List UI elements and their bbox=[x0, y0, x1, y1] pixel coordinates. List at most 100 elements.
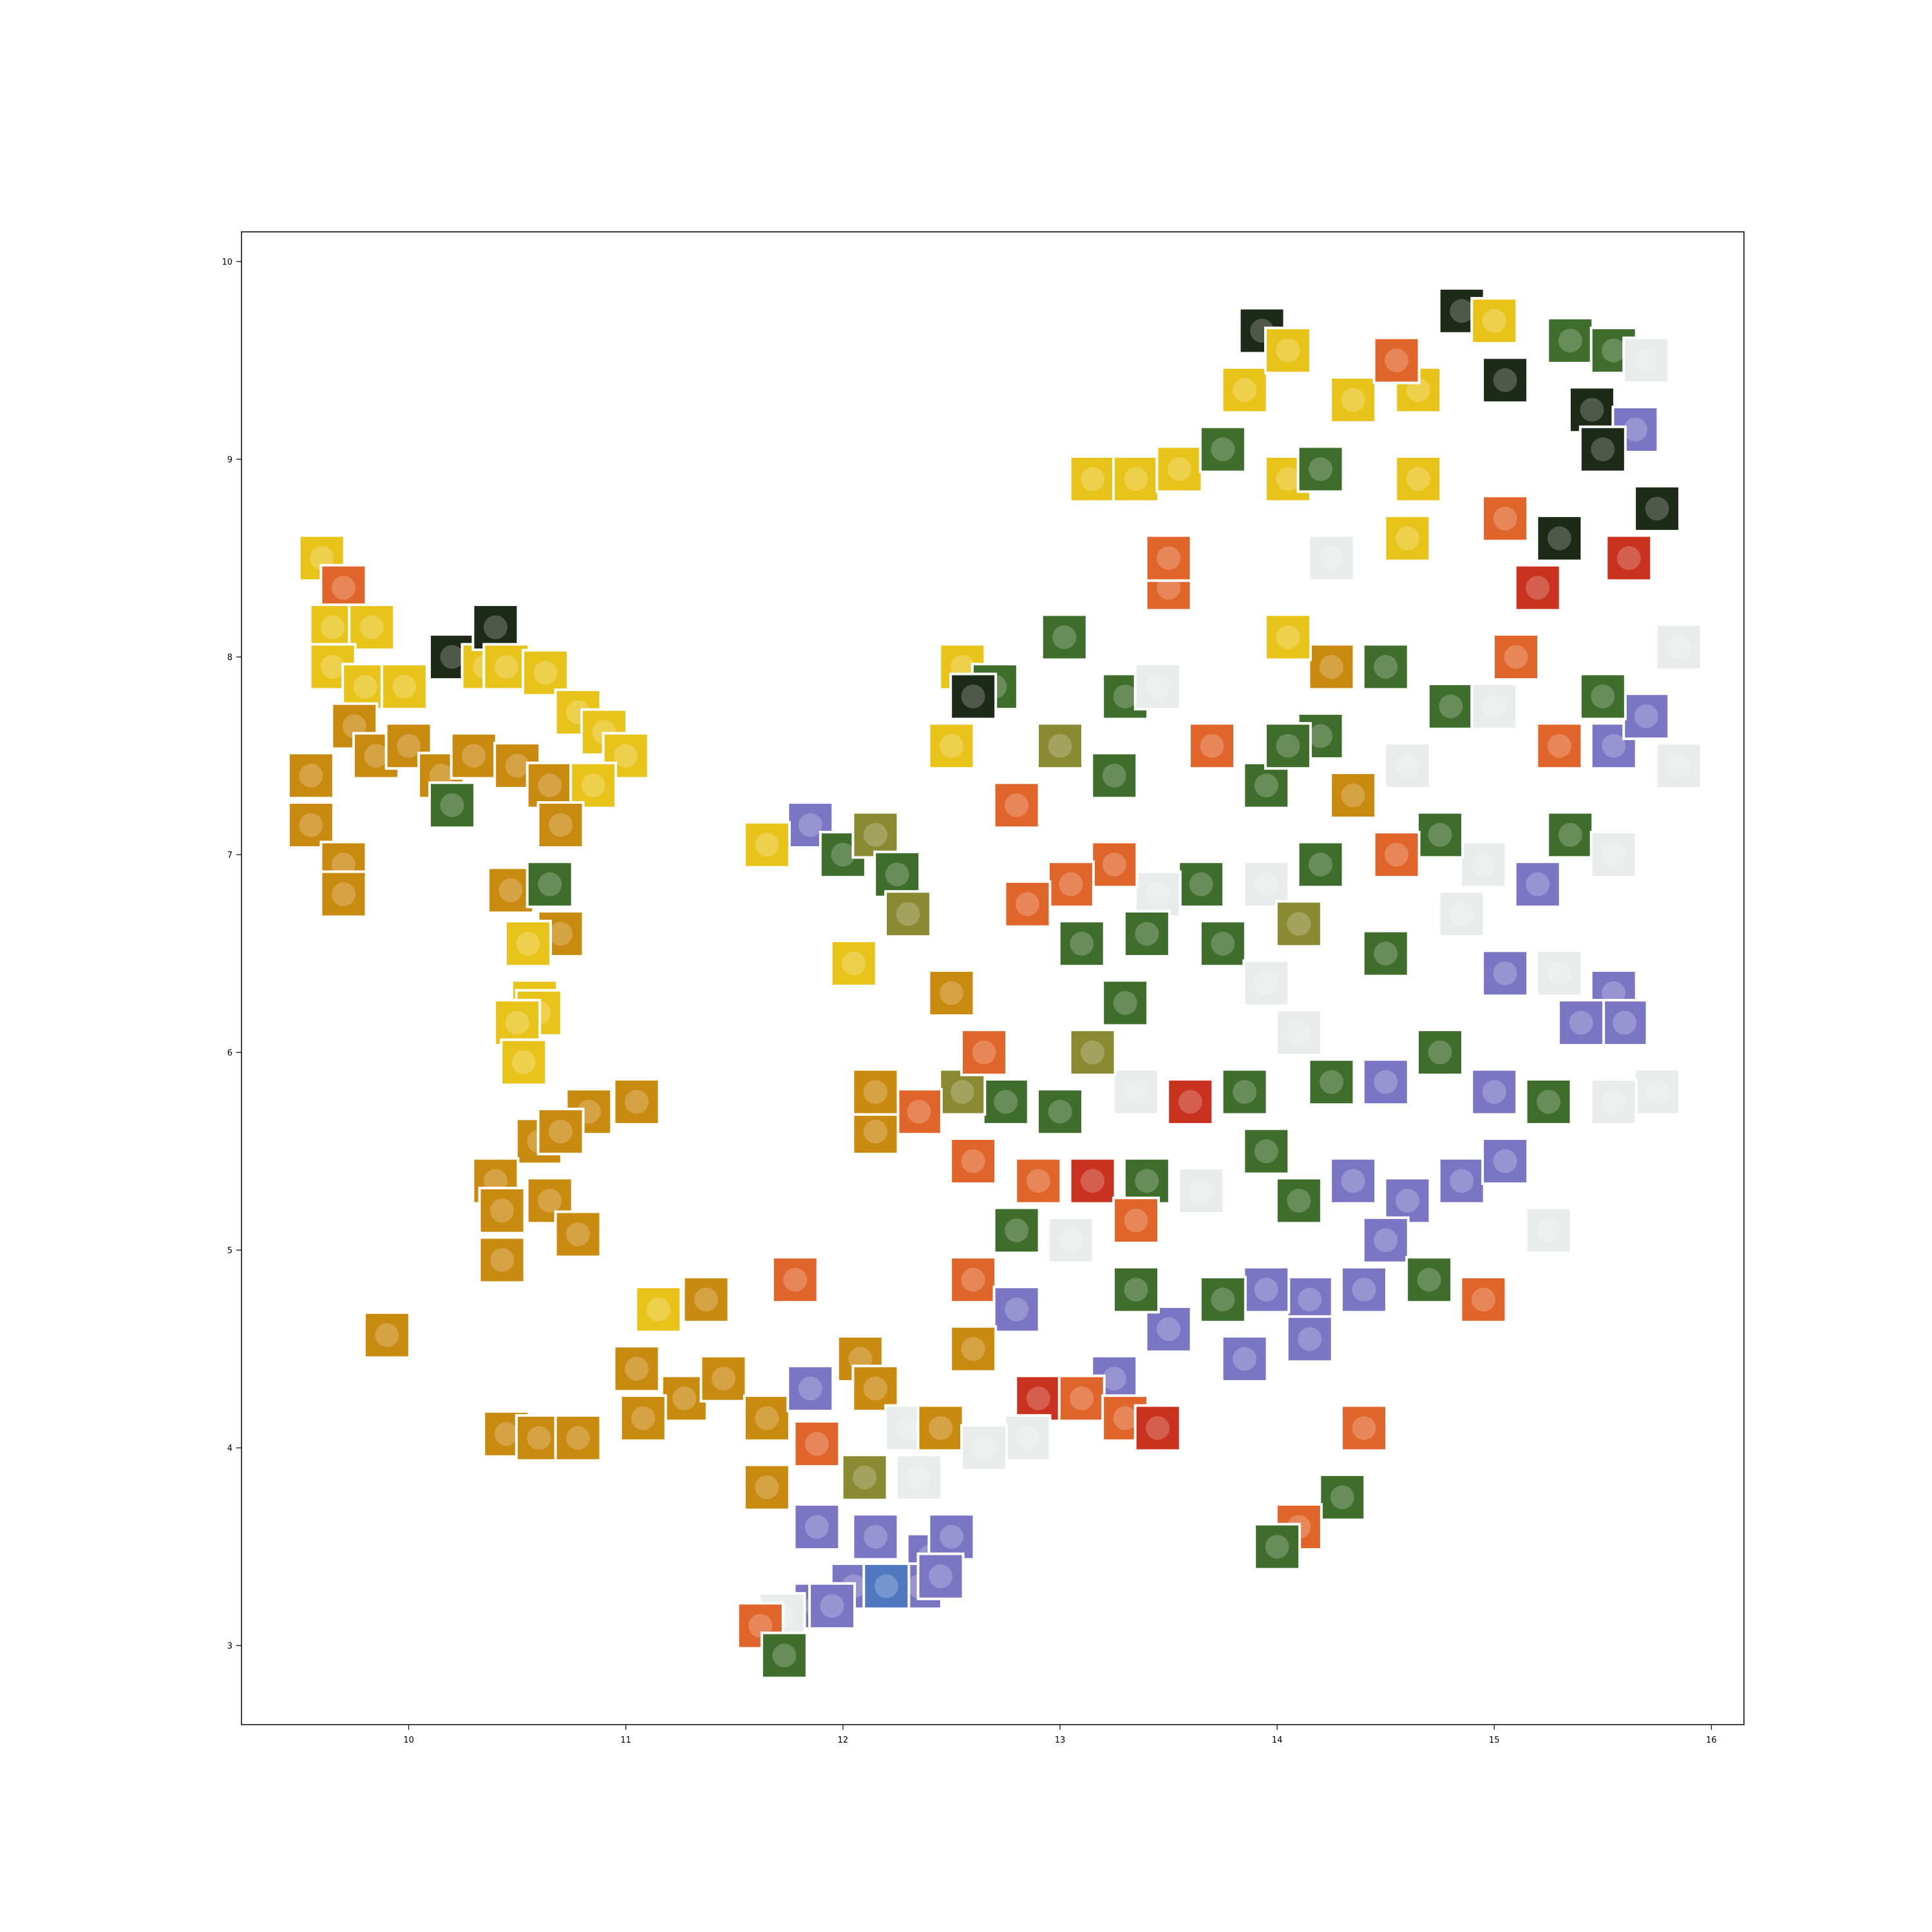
image-point bbox=[1340, 1265, 1388, 1314]
image-point bbox=[634, 1285, 683, 1334]
image-point bbox=[1600, 999, 1649, 1047]
image-point bbox=[1329, 375, 1378, 424]
image-point bbox=[1459, 1275, 1508, 1323]
image-point bbox=[1426, 682, 1475, 730]
image-point bbox=[1394, 455, 1443, 503]
image-point bbox=[743, 1463, 791, 1511]
image-point bbox=[287, 752, 335, 800]
image-point bbox=[1578, 672, 1627, 721]
image-point bbox=[1318, 1473, 1367, 1521]
image-point bbox=[1122, 909, 1171, 958]
image-point bbox=[840, 1454, 889, 1502]
x-tick-label: 15 bbox=[1489, 1736, 1500, 1745]
image-point bbox=[1470, 1068, 1519, 1116]
y-tick-label: 6 bbox=[227, 1048, 232, 1058]
image-point bbox=[380, 663, 428, 711]
image-point bbox=[1220, 1335, 1269, 1383]
image-point bbox=[1372, 831, 1421, 879]
image-point bbox=[1296, 840, 1345, 889]
image-point bbox=[949, 1137, 998, 1185]
x-tick-label: 11 bbox=[620, 1736, 631, 1745]
y-tick-label: 10 bbox=[222, 258, 232, 267]
image-point bbox=[786, 1365, 835, 1413]
image-point bbox=[287, 801, 335, 849]
x-tick-label: 12 bbox=[838, 1736, 849, 1745]
image-point bbox=[981, 1077, 1030, 1126]
image-point bbox=[1416, 811, 1464, 859]
image-point bbox=[478, 1186, 526, 1235]
image-point bbox=[682, 1275, 730, 1323]
image-point bbox=[992, 781, 1041, 829]
image-point bbox=[1112, 1068, 1160, 1116]
image-point bbox=[1046, 860, 1095, 909]
image-point bbox=[1003, 1414, 1052, 1462]
image-point bbox=[478, 1236, 526, 1284]
image-point bbox=[1166, 1077, 1215, 1126]
image-point bbox=[1513, 564, 1562, 612]
image-point bbox=[1046, 1216, 1095, 1264]
image-point bbox=[1242, 1127, 1291, 1175]
image-point bbox=[1264, 722, 1312, 770]
image-point bbox=[1003, 880, 1052, 928]
y-tick-label: 7 bbox=[227, 851, 232, 860]
image-point bbox=[992, 1285, 1041, 1334]
image-point bbox=[895, 1454, 943, 1502]
image-point bbox=[515, 1414, 563, 1462]
image-point bbox=[1274, 1177, 1323, 1225]
image-point bbox=[536, 801, 585, 849]
image-point bbox=[743, 820, 791, 869]
image-point bbox=[1133, 1404, 1182, 1452]
image-point bbox=[1605, 534, 1653, 582]
image-point bbox=[1535, 949, 1584, 998]
image-point bbox=[949, 1325, 998, 1373]
image-point bbox=[1383, 741, 1432, 790]
image-point bbox=[1090, 752, 1139, 800]
image-point bbox=[1622, 692, 1671, 741]
image-point bbox=[1198, 425, 1247, 473]
image-point bbox=[743, 1394, 791, 1443]
image-point bbox=[1177, 1167, 1226, 1215]
image-point bbox=[1101, 979, 1150, 1027]
image-point bbox=[1589, 831, 1638, 879]
image-point bbox=[1416, 1028, 1464, 1077]
image-point bbox=[884, 890, 933, 938]
image-point bbox=[521, 649, 569, 697]
x-tick-label: 14 bbox=[1272, 1736, 1283, 1745]
image-point bbox=[1340, 1404, 1388, 1452]
image-point bbox=[1361, 1058, 1410, 1106]
image-point bbox=[1470, 682, 1519, 730]
image-point bbox=[1198, 1275, 1247, 1323]
image-point bbox=[927, 722, 976, 770]
image-point bbox=[554, 1414, 602, 1462]
image-point bbox=[500, 1038, 548, 1086]
image-point bbox=[1524, 1206, 1573, 1255]
image-point bbox=[1524, 1077, 1573, 1126]
image-point bbox=[612, 1345, 661, 1393]
image-point bbox=[1274, 900, 1323, 948]
image-point bbox=[1274, 1009, 1323, 1057]
image-point bbox=[699, 1354, 748, 1403]
image-point bbox=[298, 534, 346, 582]
image-point bbox=[862, 1562, 911, 1611]
image-point bbox=[1654, 741, 1703, 790]
image-point bbox=[526, 860, 574, 909]
image-point bbox=[829, 939, 878, 987]
image-point bbox=[1307, 643, 1356, 691]
image-point bbox=[1361, 1216, 1410, 1264]
image-point bbox=[1633, 484, 1681, 533]
image-point bbox=[1513, 860, 1562, 909]
image-point bbox=[1633, 1068, 1681, 1116]
image-point bbox=[1068, 455, 1117, 503]
image-point bbox=[1036, 1088, 1084, 1136]
image-point bbox=[1307, 534, 1356, 582]
image-point bbox=[1372, 336, 1421, 384]
image-point bbox=[1307, 1058, 1356, 1106]
image-point bbox=[428, 781, 477, 829]
image-point bbox=[1242, 1265, 1291, 1314]
image-point bbox=[1361, 929, 1410, 978]
x-tick-label: 13 bbox=[1055, 1736, 1066, 1745]
image-point bbox=[851, 1513, 900, 1561]
image-point bbox=[319, 870, 368, 918]
image-point bbox=[1405, 1256, 1454, 1304]
image-point bbox=[1492, 633, 1540, 681]
